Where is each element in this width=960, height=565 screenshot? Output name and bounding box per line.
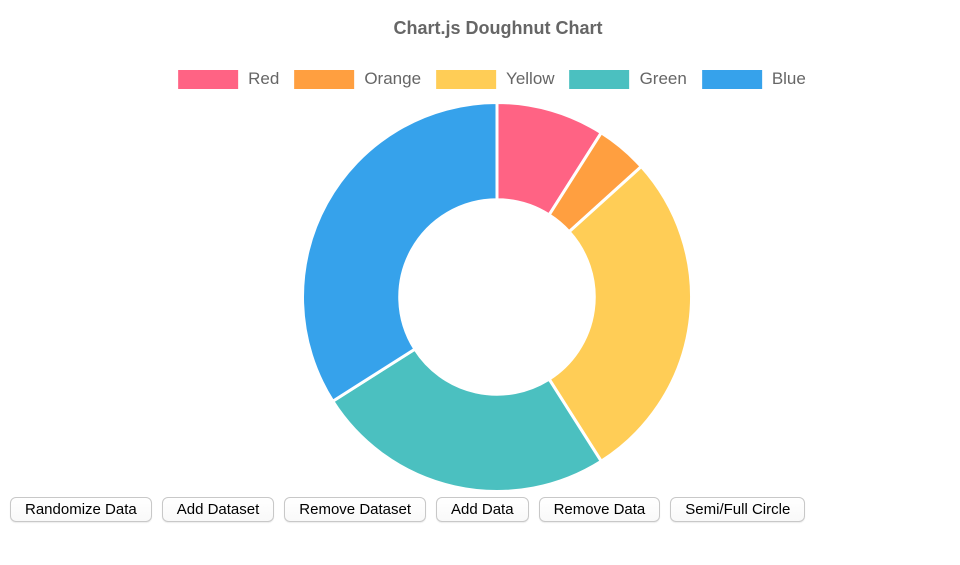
button-toolbar: Randomize Data Add Dataset Remove Dataset A… — [10, 497, 806, 522]
add-data-button[interactable]: Add Data — [436, 497, 529, 522]
chart-title: Chart.js Doughnut Chart — [393, 18, 603, 38]
legend-item-yellow[interactable]: Yellow — [436, 69, 555, 89]
segment-yellow[interactable] — [547, 164, 693, 464]
add-dataset-button[interactable]: Add Dataset — [161, 497, 275, 522]
chart-legend: Red Orange Yellow Green Blue — [178, 69, 806, 89]
legend-item-orange[interactable]: Orange — [294, 69, 421, 89]
legend-item-red[interactable]: Red — [178, 69, 279, 89]
legend-swatch-blue — [701, 69, 762, 89]
remove-dataset-button[interactable]: Remove Dataset — [284, 497, 427, 522]
segment-blue[interactable] — [301, 100, 499, 404]
legend-item-blue[interactable]: Blue — [701, 69, 806, 89]
legend-label-yellow: Yellow — [506, 69, 555, 88]
legend-label-blue: Blue — [771, 69, 806, 88]
legend-label-orange: Orange — [364, 69, 422, 88]
legend-swatch-green — [569, 69, 630, 89]
segment-green[interactable] — [330, 347, 604, 493]
randomize-data-button[interactable]: Randomize Data — [10, 497, 152, 522]
legend-label-green: Green — [639, 69, 687, 88]
legend-swatch-red — [178, 69, 239, 89]
legend-swatch-yellow — [436, 69, 497, 89]
legend-label-red: Red — [248, 69, 280, 88]
legend-swatch-orange — [294, 69, 355, 89]
remove-data-button[interactable]: Remove Data — [538, 497, 661, 522]
doughnut-chart — [301, 100, 693, 493]
legend-item-green[interactable]: Green — [569, 69, 687, 89]
semi-full-circle-button[interactable]: Semi/Full Circle — [670, 497, 806, 522]
